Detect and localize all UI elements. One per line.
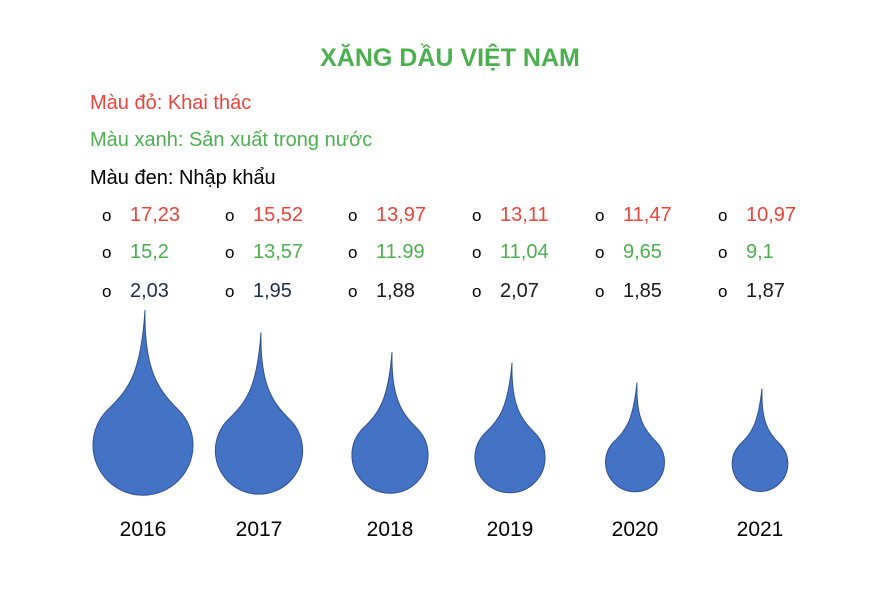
bullet-icon: o [472,243,482,262]
bullet-icon: o [718,282,728,301]
value-item-san-xuat-2019: o 11,04 [472,241,549,264]
oil-drop-icon-2019 [474,362,546,494]
bullet-icon: o [102,206,112,225]
oil-drop-icon-2021 [731,388,789,492]
bullet-icon: o [348,282,358,301]
value-label: 2,03 [130,280,169,302]
legend-khai-thac: Màu đỏ: Khai thác [90,92,252,114]
value-item-san-xuat-2017: o 13,57 [225,241,303,264]
value-item-nhap-khau-2020: o 1,85 [595,280,662,303]
value-label: 10,97 [746,204,797,226]
bullet-icon: o [102,282,112,301]
oil-drop-icon-2017 [214,332,304,495]
legend-san-xuat: Màu xanh: Sản xuất trong nước [90,129,373,151]
value-label: 9,65 [623,241,662,263]
value-item-nhap-khau-2019: o 2,07 [472,280,539,303]
value-item-nhap-khau-2021: o 1,87 [718,280,785,303]
bullet-icon: o [472,206,482,225]
bullet-icon: o [595,282,605,301]
year-label-2018: 2018 [366,518,414,541]
value-item-khai-thac-2018: o 13,97 [348,204,426,227]
value-label: 1,88 [376,280,415,302]
value-label: 15,2 [130,241,169,263]
oil-drop-icon-2018 [351,352,429,494]
legend-nhap-khau: Màu đen: Nhập khẩu [90,167,276,189]
bullet-icon: o [348,206,358,225]
year-label-2021: 2021 [736,518,784,541]
bullet-icon: o [718,243,728,262]
value-label: 11.99 [376,241,425,263]
value-label: 13,11 [500,204,549,226]
bullet-icon: o [225,206,235,225]
bullet-icon: o [348,243,358,262]
value-item-khai-thac-2020: o 11,47 [595,204,672,227]
year-label-2019: 2019 [486,518,534,541]
value-item-nhap-khau-2017: o 1,95 [225,280,292,303]
value-item-nhap-khau-2018: o 1,88 [348,280,415,303]
value-item-khai-thac-2019: o 13,11 [472,204,549,227]
year-label-2017: 2017 [235,518,283,541]
bullet-icon: o [225,282,235,301]
value-item-nhap-khau-2016: o 2,03 [102,280,169,303]
chart-title: XĂNG DẦU VIỆT NAM [320,44,580,72]
year-label-2020: 2020 [611,518,659,541]
value-label: 17,23 [130,204,181,226]
value-label: 1,87 [746,280,785,302]
value-label: 9,1 [746,241,774,263]
value-label: 11,04 [500,241,549,263]
value-label: 13,57 [253,241,304,263]
value-item-san-xuat-2020: o 9,65 [595,241,662,264]
value-item-khai-thac-2021: o 10,97 [718,204,796,227]
oil-drop-icon-2020 [605,382,665,493]
value-item-san-xuat-2018: o 11.99 [348,241,425,264]
bullet-icon: o [595,206,605,225]
value-item-san-xuat-2021: o 9,1 [718,241,774,264]
value-label: 1,95 [253,280,292,302]
oil-drop-icon-2016 [92,309,194,496]
value-label: 1,85 [623,280,662,302]
value-item-khai-thac-2016: o 17,23 [102,204,180,227]
bullet-icon: o [718,206,728,225]
bullet-icon: o [102,243,112,262]
value-label: 13,97 [376,204,427,226]
bullet-icon: o [595,243,605,262]
year-label-2016: 2016 [119,518,167,541]
value-label: 11,47 [623,204,672,226]
bullet-icon: o [472,282,482,301]
value-item-khai-thac-2017: o 15,52 [225,204,303,227]
value-item-san-xuat-2016: o 15,2 [102,241,169,264]
value-label: 15,52 [253,204,304,226]
value-label: 2,07 [500,280,539,302]
bullet-icon: o [225,243,235,262]
